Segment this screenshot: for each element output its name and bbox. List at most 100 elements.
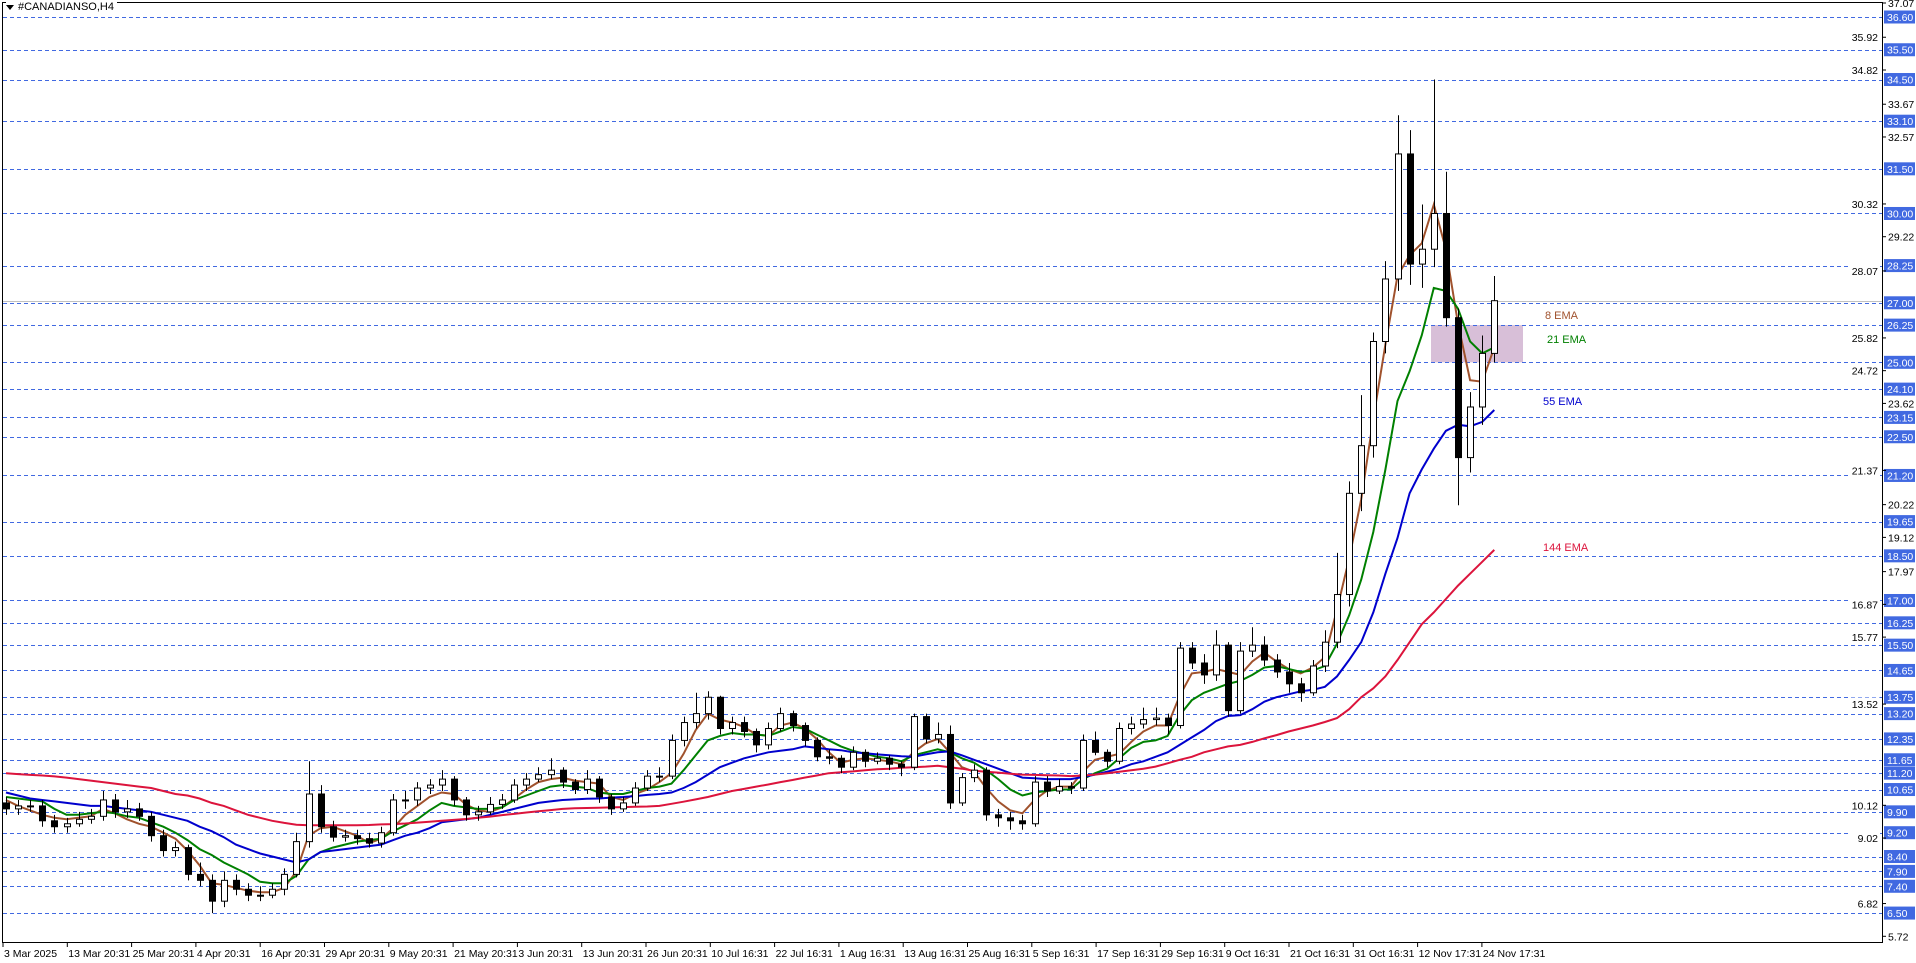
candle-body-bullish bbox=[1153, 717, 1160, 721]
level-price-tag bbox=[1884, 43, 1915, 57]
candle bbox=[15, 799, 22, 815]
candle-body-bullish bbox=[378, 832, 385, 844]
candle bbox=[1128, 716, 1135, 735]
x-tick-label: 16 Apr 20:31 bbox=[261, 948, 321, 960]
y-tick-label-backdrop bbox=[1849, 264, 1880, 278]
candle-body-bullish bbox=[620, 802, 627, 810]
candle bbox=[197, 862, 204, 887]
candle-body-bullish bbox=[548, 769, 555, 776]
candle-body-bearish bbox=[209, 879, 216, 902]
x-tick-label: 21 Oct 16:31 bbox=[1290, 948, 1350, 960]
candle-body-bearish bbox=[1104, 751, 1111, 762]
candle bbox=[427, 779, 434, 794]
level-price-tag bbox=[1884, 515, 1915, 529]
candle bbox=[88, 808, 95, 824]
candle-body-bearish bbox=[1298, 683, 1305, 694]
candle-body-bullish bbox=[15, 805, 22, 810]
level-price-tag bbox=[1884, 826, 1915, 840]
candle bbox=[76, 811, 83, 827]
candle bbox=[971, 764, 978, 783]
candles bbox=[3, 79, 1498, 914]
candle-body-bearish bbox=[318, 793, 325, 828]
candle-body-bullish bbox=[1213, 644, 1220, 676]
candle bbox=[136, 802, 143, 821]
candle-body-bearish bbox=[39, 805, 46, 822]
level-price-tag-label: 28.25 bbox=[1887, 261, 1913, 273]
candle-body-bullish bbox=[911, 716, 918, 768]
x-tick-label: 9 Oct 16:31 bbox=[1226, 948, 1280, 960]
candle bbox=[1419, 204, 1426, 288]
zone-layer bbox=[1431, 325, 1523, 363]
candle bbox=[560, 767, 567, 789]
price-axis[interactable]: 36.60 35.50 34.50 33.10 31.50 30.00 28.25 27.00… bbox=[1849, 0, 1915, 943]
candle bbox=[1274, 654, 1281, 678]
x-tick-label: 22 Jul 16:31 bbox=[776, 948, 833, 960]
level-price-tag-label: 15.50 bbox=[1887, 640, 1913, 652]
y-tick-label: 9.02 bbox=[1858, 833, 1879, 845]
candle-body-bearish bbox=[112, 799, 119, 813]
time-axis[interactable]: 3 Mar 2025 13 Mar 20:31 25 Mar 20:31 4 Apr … bbox=[2, 942, 1546, 960]
candle-body-bullish bbox=[523, 778, 530, 786]
candle bbox=[1322, 630, 1329, 672]
candle bbox=[1007, 811, 1014, 830]
candle bbox=[1310, 660, 1317, 696]
candle-body-bullish bbox=[935, 733, 942, 740]
candle bbox=[1032, 776, 1039, 827]
candle bbox=[390, 793, 397, 836]
candle bbox=[790, 710, 797, 732]
dropdown-triangle-icon[interactable] bbox=[6, 4, 14, 10]
candle bbox=[911, 713, 918, 771]
candle-body-bearish bbox=[1092, 739, 1099, 753]
candle bbox=[1298, 677, 1305, 702]
level-price-tag-label: 8.40 bbox=[1887, 852, 1908, 864]
candle bbox=[1467, 392, 1474, 473]
candle-body-bullish bbox=[293, 841, 300, 875]
candle bbox=[487, 796, 494, 815]
candle bbox=[995, 808, 1002, 827]
candle-body-bullish bbox=[535, 774, 542, 780]
candle-body-bullish bbox=[1322, 641, 1329, 667]
level-price-tag bbox=[1884, 850, 1915, 864]
candle-body-bullish bbox=[705, 696, 712, 715]
level-price-tag-label: 27.00 bbox=[1887, 298, 1913, 310]
candle bbox=[898, 761, 905, 777]
candle-body-bullish bbox=[172, 847, 179, 852]
candle bbox=[1431, 79, 1438, 268]
candle-body-bullish bbox=[971, 769, 978, 779]
level-price-tag-label: 33.10 bbox=[1887, 116, 1913, 128]
candle-body-bullish bbox=[1370, 340, 1377, 447]
candle bbox=[100, 791, 107, 821]
candle bbox=[342, 829, 349, 842]
level-price-tag-label: 26.25 bbox=[1887, 320, 1913, 332]
candle bbox=[1153, 707, 1160, 726]
candle bbox=[826, 749, 833, 765]
y-tick-label-backdrop bbox=[1849, 197, 1880, 211]
candle-body-bearish bbox=[1261, 644, 1268, 661]
candle bbox=[753, 728, 760, 753]
candle-body-bullish bbox=[427, 784, 434, 789]
candle-body-bearish bbox=[923, 716, 930, 740]
candle bbox=[741, 716, 748, 738]
chart-title[interactable]: #CANADIANSO,H4 bbox=[6, 1, 117, 13]
level-lines bbox=[3, 17, 1882, 914]
level-price-tag bbox=[1884, 879, 1915, 893]
candle-body-bearish bbox=[148, 815, 155, 837]
candle bbox=[886, 755, 893, 771]
candle bbox=[1104, 749, 1111, 768]
candle bbox=[221, 871, 228, 908]
level-price-tag-label: 9.90 bbox=[1887, 807, 1908, 819]
level-price-tag bbox=[1884, 690, 1915, 704]
candle bbox=[366, 832, 373, 848]
candle bbox=[330, 820, 337, 842]
candle bbox=[51, 814, 58, 833]
x-tick-label: 13 Jun 20:31 bbox=[583, 948, 644, 960]
candle-body-bullish bbox=[1080, 739, 1087, 789]
level-price-tag bbox=[1884, 864, 1915, 878]
candle-body-bullish bbox=[306, 793, 313, 843]
x-tick-label: 5 Sep 16:31 bbox=[1033, 948, 1090, 960]
level-price-tag-label: 17.00 bbox=[1887, 595, 1913, 607]
candle bbox=[172, 841, 179, 857]
symbol-timeframe-label: #CANADIANSO,H4 bbox=[18, 1, 114, 13]
level-price-tag bbox=[1884, 162, 1915, 176]
